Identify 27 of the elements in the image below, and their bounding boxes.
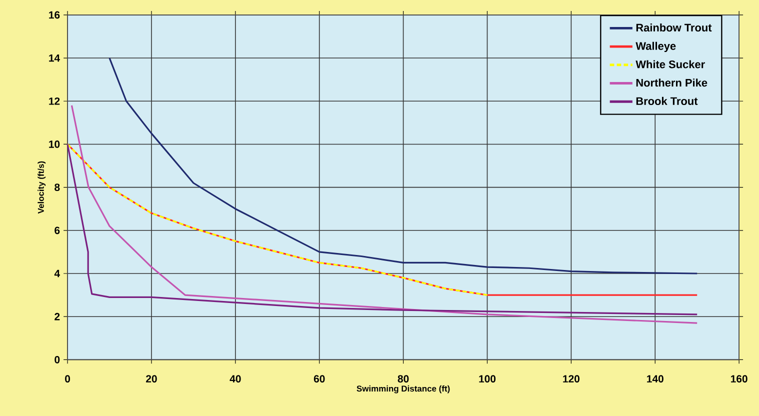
legend-label: White Sucker — [636, 60, 705, 68]
x-tick-label: 0 — [65, 374, 70, 382]
x-tick-label: 100 — [479, 374, 496, 382]
y-tick-label: 14 — [49, 54, 60, 62]
x-axis-title: Swimming Distance (ft) — [356, 385, 450, 394]
y-tick-label: 6 — [54, 226, 60, 234]
x-tick-label: 20 — [146, 374, 157, 382]
x-tick-label: 140 — [647, 374, 664, 382]
legend-label: Walleye — [636, 42, 676, 52]
x-tick-label: 80 — [398, 374, 409, 382]
x-tick-label: 160 — [730, 374, 748, 382]
legend-label: Rainbow Trout — [636, 23, 712, 32]
line-series — [66, 143, 488, 296]
y-tick-label: 2 — [54, 312, 60, 320]
legend-label: Northern Pike — [636, 78, 708, 86]
legend-label: Brook Trout — [636, 96, 698, 105]
y-tick-label: 16 — [49, 11, 60, 18]
y-tick-label: 8 — [54, 183, 60, 191]
y-axis-title: Velocity (ft/s) — [38, 161, 46, 214]
x-tick-label: 40 — [230, 374, 241, 382]
x-tick-label: 60 — [314, 374, 325, 382]
y-tick-label: 12 — [49, 97, 60, 105]
line-series — [70, 104, 698, 324]
y-tick-label: 0 — [54, 356, 60, 364]
y-tick-label: 10 — [49, 140, 60, 148]
x-tick-label: 120 — [563, 374, 580, 382]
y-tick-label: 4 — [54, 270, 60, 277]
